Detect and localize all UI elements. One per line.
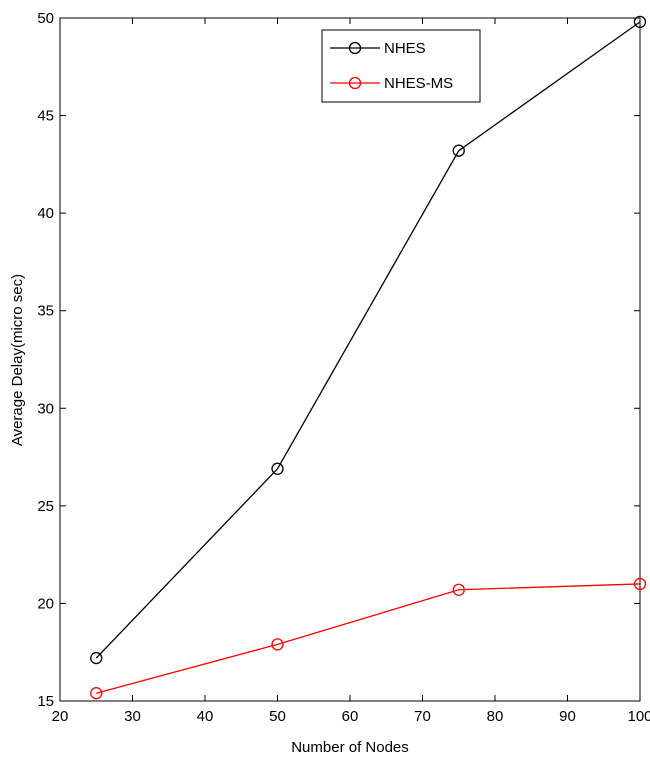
- data-point-nhes: [633, 15, 647, 29]
- y-tick-label: 20: [37, 595, 54, 612]
- y-tick-label: 40: [37, 205, 54, 222]
- x-tick-label: 20: [52, 708, 69, 725]
- x-tick-label: 70: [414, 708, 431, 725]
- series-line-nhes: [95, 21, 641, 659]
- x-tick-label: 90: [559, 708, 576, 725]
- y-tick-label: 30: [37, 400, 54, 417]
- legend: NHES NHES-MS: [321, 29, 481, 103]
- series-line-nhes-ms: [96, 583, 641, 694]
- legend-marker-nhes-ms: [348, 76, 362, 90]
- data-point-nhes-ms: [90, 687, 103, 700]
- x-tick-label: 80: [487, 708, 504, 725]
- data-point-nhes-ms: [633, 577, 647, 591]
- legend-marker-nhes: [348, 41, 362, 55]
- y-axis-title: Average Delay(micro sec): [9, 274, 26, 446]
- x-tick-label: 30: [124, 708, 141, 725]
- y-tick-label: 35: [37, 303, 54, 320]
- x-tick-label: 100: [627, 708, 650, 725]
- plot-area: [59, 17, 641, 702]
- data-point-nhes-ms: [452, 583, 465, 596]
- data-point-nhes-ms: [271, 638, 284, 651]
- x-axis-ticks: 20 30 40 50 60 70 80 90 100: [52, 18, 650, 725]
- legend-label-nhes-ms: NHES-MS: [384, 75, 453, 92]
- x-axis-title: Number of Nodes: [291, 739, 409, 756]
- legend-label-nhes: NHES: [384, 40, 426, 57]
- y-tick-label: 45: [37, 108, 54, 125]
- x-tick-label: 40: [197, 708, 214, 725]
- legend-box: [321, 29, 481, 103]
- y-tick-label: 50: [37, 10, 54, 27]
- x-tick-label: 60: [342, 708, 359, 725]
- data-point-nhes: [271, 462, 284, 475]
- y-axis-ticks: 15 20 25 30 35 40 45 50: [37, 10, 640, 710]
- data-point-nhes: [452, 144, 465, 157]
- y-tick-label: 25: [37, 498, 54, 515]
- series-layer: [90, 15, 647, 700]
- data-point-nhes: [90, 651, 103, 665]
- y-tick-label: 15: [37, 693, 54, 710]
- x-tick-label: 50: [269, 708, 286, 725]
